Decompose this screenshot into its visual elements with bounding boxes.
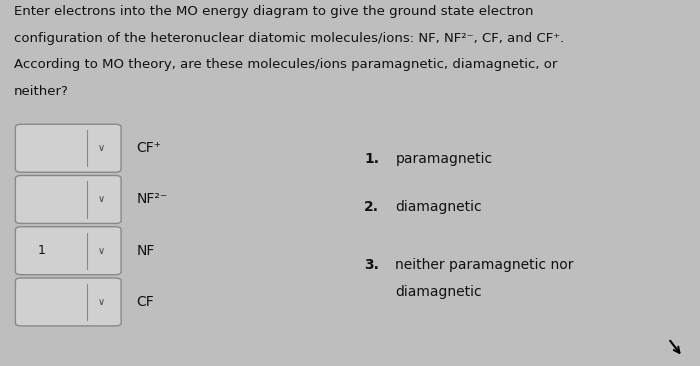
Text: configuration of the heteronuclear diatomic molecules/ions: NF, NF²⁻, CF, and CF: configuration of the heteronuclear diato… (14, 32, 564, 45)
FancyBboxPatch shape (15, 124, 121, 172)
Text: CF: CF (136, 295, 154, 309)
Text: NF: NF (136, 244, 155, 258)
Text: 1.: 1. (364, 152, 379, 166)
Text: According to MO theory, are these molecules/ions paramagnetic, diamagnetic, or: According to MO theory, are these molecu… (14, 58, 557, 71)
Text: ∨: ∨ (97, 143, 104, 153)
Text: 1: 1 (38, 244, 46, 257)
Text: CF⁺: CF⁺ (136, 141, 162, 155)
Text: neither paramagnetic nor: neither paramagnetic nor (395, 258, 574, 272)
Text: diamagnetic: diamagnetic (395, 285, 482, 299)
Text: ∨: ∨ (97, 297, 104, 307)
Text: 2.: 2. (364, 200, 379, 214)
Text: diamagnetic: diamagnetic (395, 200, 482, 214)
Text: ∨: ∨ (97, 246, 104, 256)
FancyBboxPatch shape (15, 278, 121, 326)
FancyBboxPatch shape (15, 227, 121, 274)
Text: 3.: 3. (364, 258, 379, 272)
Text: NF²⁻: NF²⁻ (136, 193, 168, 206)
Text: neither?: neither? (14, 85, 69, 98)
Text: paramagnetic: paramagnetic (395, 152, 493, 166)
FancyBboxPatch shape (15, 176, 121, 223)
Text: Enter electrons into the MO energy diagram to give the ground state electron: Enter electrons into the MO energy diagr… (14, 5, 533, 19)
Text: ∨: ∨ (97, 194, 104, 205)
